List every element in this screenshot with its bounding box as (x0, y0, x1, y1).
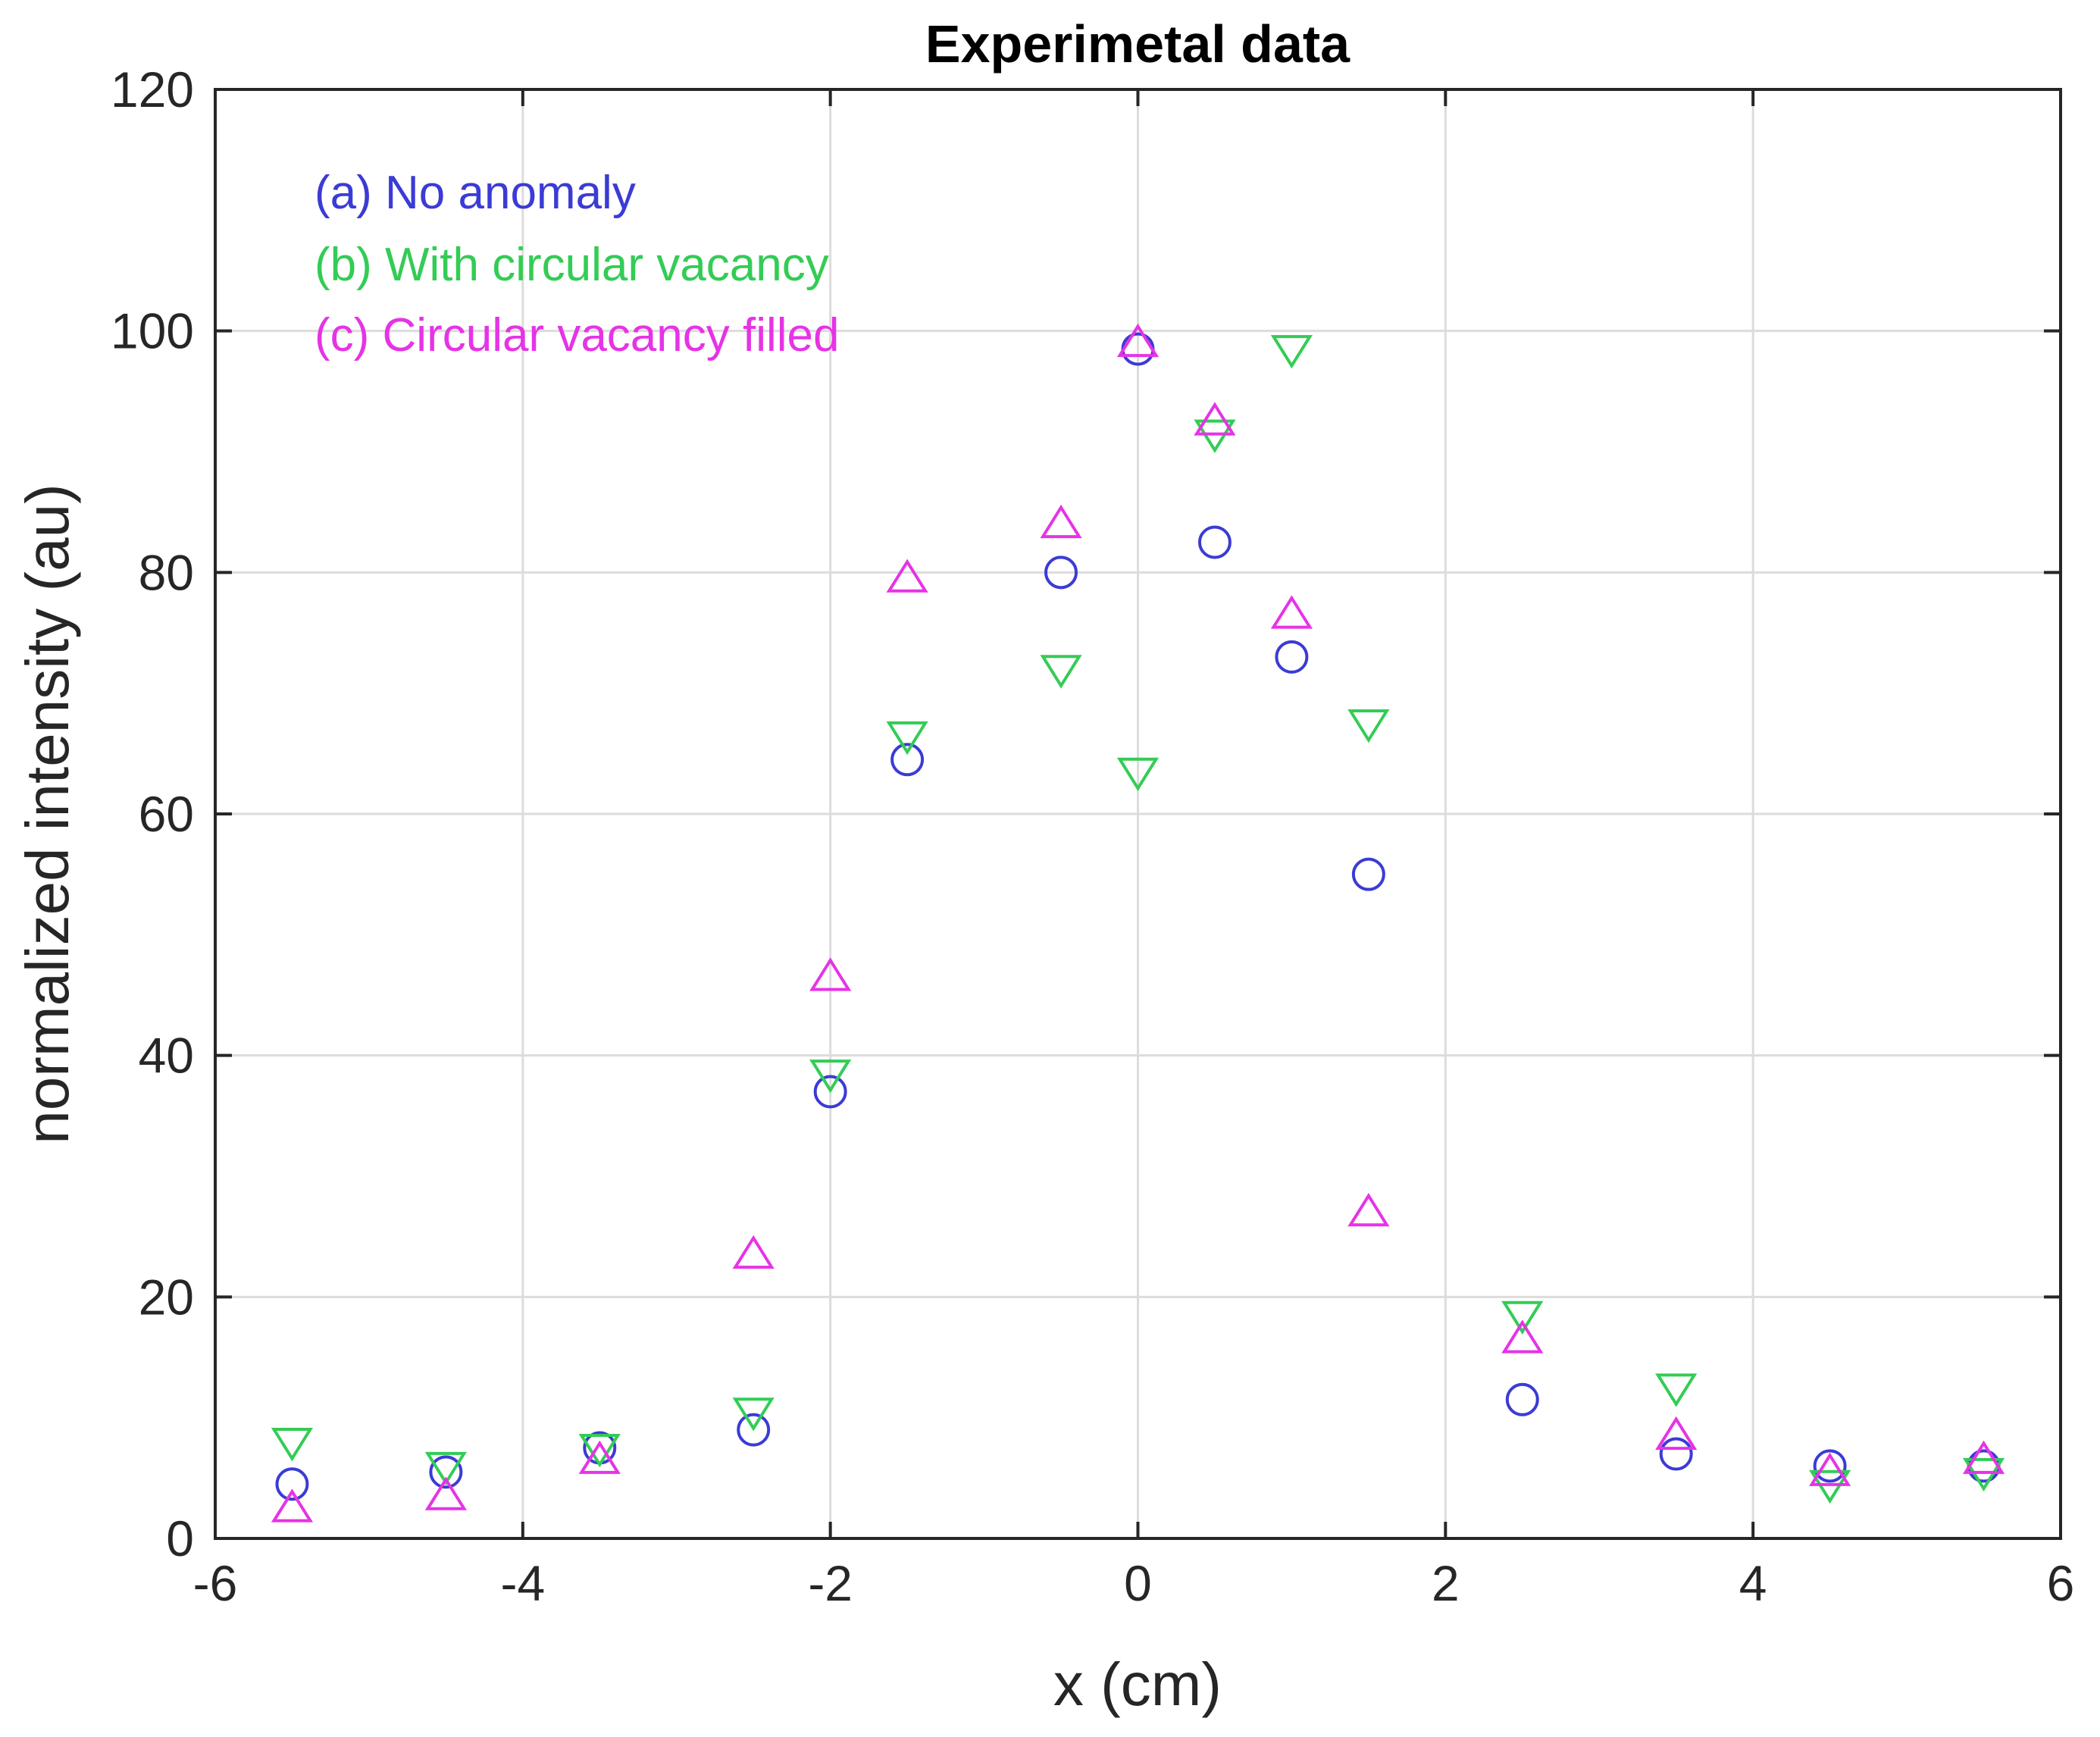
data-point (424, 1476, 467, 1510)
legend-entry-vacancy-filled: (c) Circular vacancy filled (315, 309, 840, 361)
data-point (429, 1455, 463, 1489)
data-point (1270, 335, 1313, 369)
data-point (271, 1488, 314, 1523)
data-point (732, 1235, 775, 1269)
legend-entry-circular-vacancy: (b) With circular vacancy (315, 239, 829, 291)
data-point (1194, 419, 1236, 453)
series-3 (271, 323, 2005, 1523)
data-point (809, 1059, 852, 1094)
x-axis-label: x (cm) (1053, 1651, 1222, 1718)
data-point (1116, 757, 1160, 792)
data-point (737, 1413, 771, 1447)
chart-title: Experimetal data (925, 14, 1350, 74)
data-point (886, 721, 928, 756)
data-point (886, 559, 928, 593)
data-point (813, 1075, 847, 1109)
data-point (1501, 1319, 1544, 1354)
data-point (1351, 857, 1385, 891)
x-tick-label: 4 (1739, 1555, 1767, 1611)
data-point (809, 957, 852, 991)
data-point (1040, 655, 1082, 689)
data-point (1347, 709, 1390, 743)
data-point (732, 1397, 775, 1432)
x-tick-label: -4 (500, 1555, 545, 1611)
data-point (1967, 1449, 2001, 1483)
y-tick-label: 40 (139, 1028, 194, 1084)
data-point (1275, 640, 1309, 674)
data-point (1809, 1452, 1851, 1486)
y-tick-label: 80 (139, 544, 194, 600)
data-point (1270, 595, 1313, 629)
y-tick-label: 60 (139, 786, 194, 842)
series-1 (275, 332, 2001, 1501)
data-point (890, 743, 925, 777)
data-point (1659, 1437, 1693, 1471)
data-points (271, 323, 2005, 1523)
data-point (1505, 1382, 1539, 1416)
x-tick-label: 0 (1124, 1555, 1152, 1611)
data-point (1501, 1300, 1544, 1335)
series-2 (271, 335, 2005, 1504)
data-point (271, 1428, 314, 1462)
x-tick-label: 6 (2047, 1555, 2075, 1611)
data-point (1197, 525, 1232, 559)
grid (215, 89, 2061, 1538)
data-point (1813, 1449, 1847, 1483)
data-point (1655, 1416, 1698, 1451)
data-point (1194, 402, 1236, 436)
data-point (578, 1434, 621, 1468)
y-tick-label: 100 (111, 303, 194, 359)
x-tick-label: -2 (808, 1555, 853, 1611)
data-point (275, 1467, 309, 1501)
x-tick-label: -6 (193, 1555, 238, 1611)
data-point (1962, 1457, 2005, 1492)
data-point (1809, 1469, 1851, 1504)
y-axis-label: normalized intensity (au) (14, 484, 81, 1144)
y-tick-label: 20 (139, 1269, 194, 1325)
data-point (1962, 1440, 2005, 1474)
x-tick-label: 2 (1432, 1555, 1460, 1611)
y-tick-label: 0 (166, 1510, 194, 1566)
legend-entry-no-anomaly: (a) No anomaly (315, 167, 636, 219)
data-point (1040, 504, 1082, 539)
y-tick-label: 120 (111, 61, 194, 117)
data-point (1347, 1193, 1390, 1227)
legend: (a) No anomaly (b) With circular vacancy… (315, 167, 840, 361)
data-point (1044, 556, 1078, 590)
data-point (424, 1451, 467, 1486)
data-point (1116, 323, 1160, 358)
data-point (1655, 1373, 1698, 1407)
data-point (578, 1440, 621, 1474)
